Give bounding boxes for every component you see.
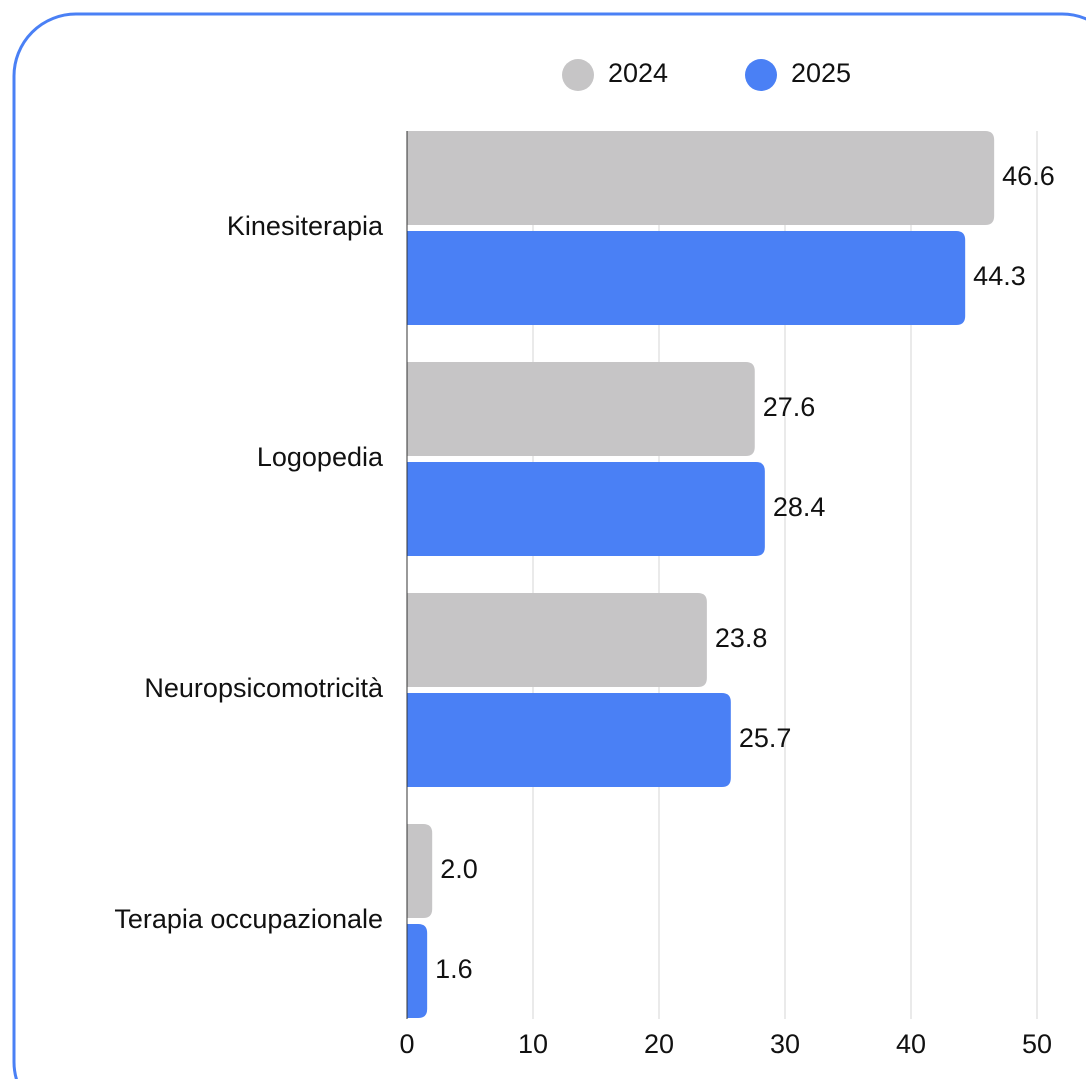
bar	[407, 462, 765, 556]
value-label: 28.4	[773, 492, 826, 522]
value-label: 25.7	[739, 723, 792, 753]
x-tick-label: 20	[644, 1029, 674, 1059]
y-tick-label: Logopedia	[257, 442, 384, 472]
y-tick-label: Kinesiterapia	[227, 211, 384, 241]
x-tick-label: 40	[896, 1029, 926, 1059]
legend-swatch	[562, 59, 594, 91]
bar	[407, 593, 707, 687]
bar	[407, 131, 995, 225]
value-label: 46.6	[1002, 161, 1055, 191]
y-tick-label: Neuropsicomotricità	[144, 673, 384, 703]
bar	[407, 231, 966, 325]
y-tick-label: Terapia occupazionale	[114, 904, 383, 934]
value-label: 27.6	[763, 392, 816, 422]
x-tick-label: 10	[518, 1029, 548, 1059]
bar	[407, 924, 428, 1018]
x-tick-label: 30	[770, 1029, 800, 1059]
bar	[407, 824, 433, 918]
value-label: 44.3	[973, 261, 1026, 291]
legend-swatch	[745, 59, 777, 91]
x-tick-label: 50	[1022, 1029, 1052, 1059]
value-label: 2.0	[440, 854, 478, 884]
value-label: 23.8	[715, 623, 768, 653]
value-label: 1.6	[435, 954, 473, 984]
legend-label: 2025	[791, 58, 851, 88]
legend-label: 2024	[608, 58, 668, 88]
x-tick-label: 0	[399, 1029, 414, 1059]
bar	[407, 362, 755, 456]
bar	[407, 693, 731, 787]
